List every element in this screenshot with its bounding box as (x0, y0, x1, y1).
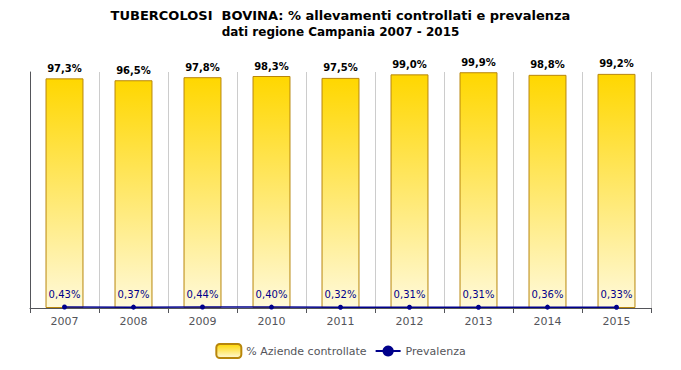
svg-text:2015: 2015 (603, 315, 631, 328)
svg-text:98,8%: 98,8% (530, 59, 565, 70)
svg-text:2009: 2009 (189, 315, 217, 328)
svg-text:0,33%: 0,33% (601, 289, 633, 300)
svg-text:2013: 2013 (465, 315, 493, 328)
svg-text:2012: 2012 (396, 315, 424, 328)
svg-text:dati regione Campania 2007 - 2: dati regione Campania 2007 - 2015 (222, 25, 460, 39)
svg-text:0,40%: 0,40% (256, 289, 288, 300)
svg-text:97,5%: 97,5% (323, 62, 358, 73)
svg-text:% Aziende controllate: % Aziende controllate (246, 345, 367, 358)
svg-text:98,3%: 98,3% (254, 61, 289, 72)
svg-text:99,0%: 99,0% (392, 59, 427, 70)
svg-text:2011: 2011 (327, 315, 355, 328)
svg-text:Prevalenza: Prevalenza (406, 345, 466, 358)
svg-text:2010: 2010 (258, 315, 286, 328)
svg-text:0,37%: 0,37% (118, 289, 150, 300)
svg-text:2014: 2014 (534, 315, 562, 328)
svg-text:2007: 2007 (51, 315, 79, 328)
svg-text:0,43%: 0,43% (49, 289, 81, 300)
svg-text:99,9%: 99,9% (461, 57, 496, 68)
svg-text:97,3%: 97,3% (47, 63, 82, 74)
svg-text:96,5%: 96,5% (116, 65, 151, 76)
svg-text:0,44%: 0,44% (187, 289, 219, 300)
svg-text:2008: 2008 (120, 315, 148, 328)
svg-text:0,31%: 0,31% (463, 289, 495, 300)
svg-text:97,8%: 97,8% (185, 62, 220, 73)
svg-text:TUBERCOLOSI BOVINA: % allevam: TUBERCOLOSI BOVINA: % allevamenti contro… (111, 8, 571, 23)
svg-text:0,36%: 0,36% (532, 289, 564, 300)
svg-text:0,32%: 0,32% (325, 289, 357, 300)
svg-text:99,2%: 99,2% (599, 58, 634, 69)
svg-text:0,31%: 0,31% (394, 289, 426, 300)
